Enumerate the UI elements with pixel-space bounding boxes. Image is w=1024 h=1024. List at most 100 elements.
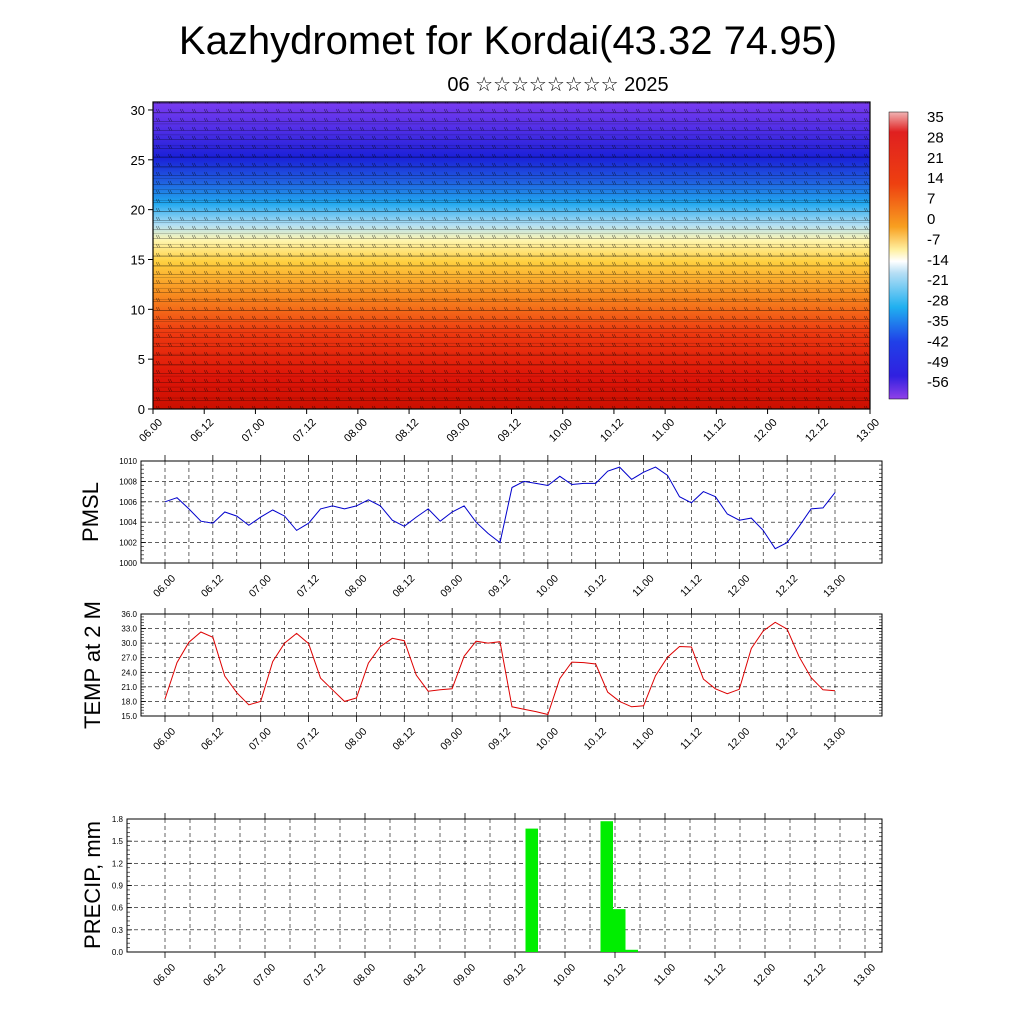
x-tick-label: 06.12: [199, 573, 226, 600]
x-tick-label: 07.00: [240, 417, 268, 445]
x-tick-label: 08.00: [342, 726, 369, 753]
panel-frame: [140, 613, 883, 717]
colorbar-labels: 35 28 21 14 7 0 -7 -14 -21 -28 -35 -42 -49 -56: [927, 109, 949, 391]
temp-panel: 15.0 18.0 21.0 24.0 27.0 30.0 33.0 36.0 06.00 06.…: [121, 608, 883, 753]
x-tick-label: 09.00: [451, 962, 478, 989]
chart-subtitle: 06 ☆☆☆☆☆☆☆☆ 2025: [447, 74, 668, 96]
x-tick-label: 07.12: [291, 417, 319, 445]
x-tick-label: 13.00: [854, 417, 882, 445]
x-tick-label: 12.00: [752, 417, 780, 445]
x-tick-label: 10.00: [534, 726, 561, 753]
y-tick-label: 33.0: [121, 625, 137, 634]
colorbar-label: -42: [927, 333, 949, 350]
x-tick-label: 08.00: [351, 962, 378, 989]
y-tick-label: 1002: [119, 539, 137, 548]
x-tick-label: 13.00: [821, 726, 848, 753]
x-tick-label: 09.00: [438, 726, 465, 753]
colorbar-label: -49: [927, 354, 949, 371]
colorbar-label: -35: [927, 313, 949, 330]
x-tick-label: 12.12: [801, 962, 828, 989]
x-tick-label: 11.00: [652, 962, 679, 989]
x-tick-label: 09.12: [496, 417, 524, 445]
x-tick-label: 12.00: [725, 726, 752, 753]
y-tick-label: 1.5: [112, 837, 124, 846]
precip-ylabel: PRECIP, mm: [80, 821, 105, 949]
y-tick-label: 15: [131, 252, 145, 267]
colorbar-label: -56: [927, 374, 949, 391]
x-tick-label: 09.00: [438, 573, 465, 600]
panel-frame: [140, 460, 883, 564]
chart-title: Kazhydromet for Kordai(43.32 74.95): [179, 19, 837, 63]
x-tick-label: 07.12: [301, 962, 328, 989]
x-tick-label: 06.00: [151, 726, 178, 753]
y-tick-label: 36.0: [121, 610, 137, 619]
precip-bar: [600, 821, 613, 952]
y-tick-label: 1.2: [112, 859, 124, 868]
colorbar-label: 0: [927, 211, 935, 228]
y-tick-label: 1000: [119, 559, 137, 568]
x-tick-label: 06.00: [151, 962, 178, 989]
y-tick-label: 0: [138, 402, 145, 417]
x-tick-label: 08.00: [342, 573, 369, 600]
x-tick-label: 07.12: [295, 573, 322, 600]
pmsl-panel: 1000 1002 1004 1006 1008 1010 06.00 06.12 07.00 0…: [119, 455, 883, 600]
y-tick-label: 0.6: [112, 904, 124, 913]
colorbar-label: 28: [927, 129, 944, 146]
x-tick-label: 09.12: [486, 726, 513, 753]
x-tick-label: 06.12: [199, 726, 226, 753]
y-tick-label: 0.0: [112, 948, 124, 957]
colorbar-label: 14: [927, 170, 944, 187]
y-tick-label: 20: [131, 203, 145, 218]
x-tick-label: 09.00: [444, 417, 472, 445]
x-tick-label: 06.00: [151, 573, 178, 600]
colorbar-gradient: [888, 111, 909, 400]
x-tick-label: 11.12: [701, 417, 728, 444]
x-tick-label: 10.00: [551, 962, 578, 989]
x-tick-label: 12.00: [725, 573, 752, 600]
y-tick-label: 1010: [119, 457, 137, 466]
x-tick-label: 12.00: [751, 962, 778, 989]
x-tick-label: 11.12: [678, 726, 705, 753]
colorbar-label: -14: [927, 252, 949, 269]
x-tick-label: 08.12: [390, 573, 417, 600]
precip-bar: [525, 828, 538, 952]
y-tick-label: 1006: [119, 498, 137, 507]
y-tick-label: 15.0: [121, 712, 137, 721]
precip-panel: 0.0 0.3 0.6 0.9 1.2 1.5 1.8 06.00 06.12 07.00 07.1…: [112, 813, 883, 989]
y-tick-label: 0.3: [112, 926, 124, 935]
y-tick-label: 27.0: [121, 654, 137, 663]
temp-ylabel: TEMP at 2 M: [80, 601, 105, 729]
y-tick-label: 24.0: [121, 668, 137, 677]
x-tick-label: 10.12: [582, 726, 609, 753]
x-tick-label: 11.12: [678, 573, 705, 600]
y-tick-label: 21.0: [121, 683, 137, 692]
x-tick-label: 11.00: [630, 573, 657, 600]
x-tick-label: 07.00: [251, 962, 278, 989]
cross-section-panel: 0 5 10 15 20 25 30 06.00 06.12 07.00 07.12 08.00 08…: [131, 101, 882, 445]
y-tick-label: 0.9: [112, 882, 124, 891]
colorbar-label: 7: [927, 191, 935, 208]
x-tick-label: 10.12: [598, 417, 626, 445]
colorbar-label: 35: [927, 109, 944, 126]
series-line: [164, 466, 836, 550]
x-tick-label: 13.00: [821, 573, 848, 600]
x-tick-label: 12.12: [773, 726, 800, 753]
x-tick-label: 10.12: [582, 573, 609, 600]
y-tick-label: 30.0: [121, 639, 137, 648]
x-tick-label: 10.12: [601, 962, 628, 989]
x-tick-label: 08.00: [342, 417, 370, 445]
pmsl-ylabel: PMSL: [78, 482, 103, 542]
x-tick-label: 07.12: [295, 726, 322, 753]
y-tick-label: 5: [138, 352, 145, 367]
colorbar-label: 21: [927, 150, 944, 167]
y-tick-label: 1004: [119, 518, 137, 527]
x-tick-label: 13.00: [851, 962, 878, 989]
y-tick-label: 18.0: [121, 697, 137, 706]
precip-bar: [625, 949, 638, 952]
x-tick-label: 10.00: [534, 573, 561, 600]
x-tick-label: 06.12: [188, 417, 216, 445]
x-tick-label: 08.12: [401, 962, 428, 989]
cross-section-wind-barbs: [153, 102, 870, 409]
y-tick-label: 1008: [119, 477, 137, 486]
